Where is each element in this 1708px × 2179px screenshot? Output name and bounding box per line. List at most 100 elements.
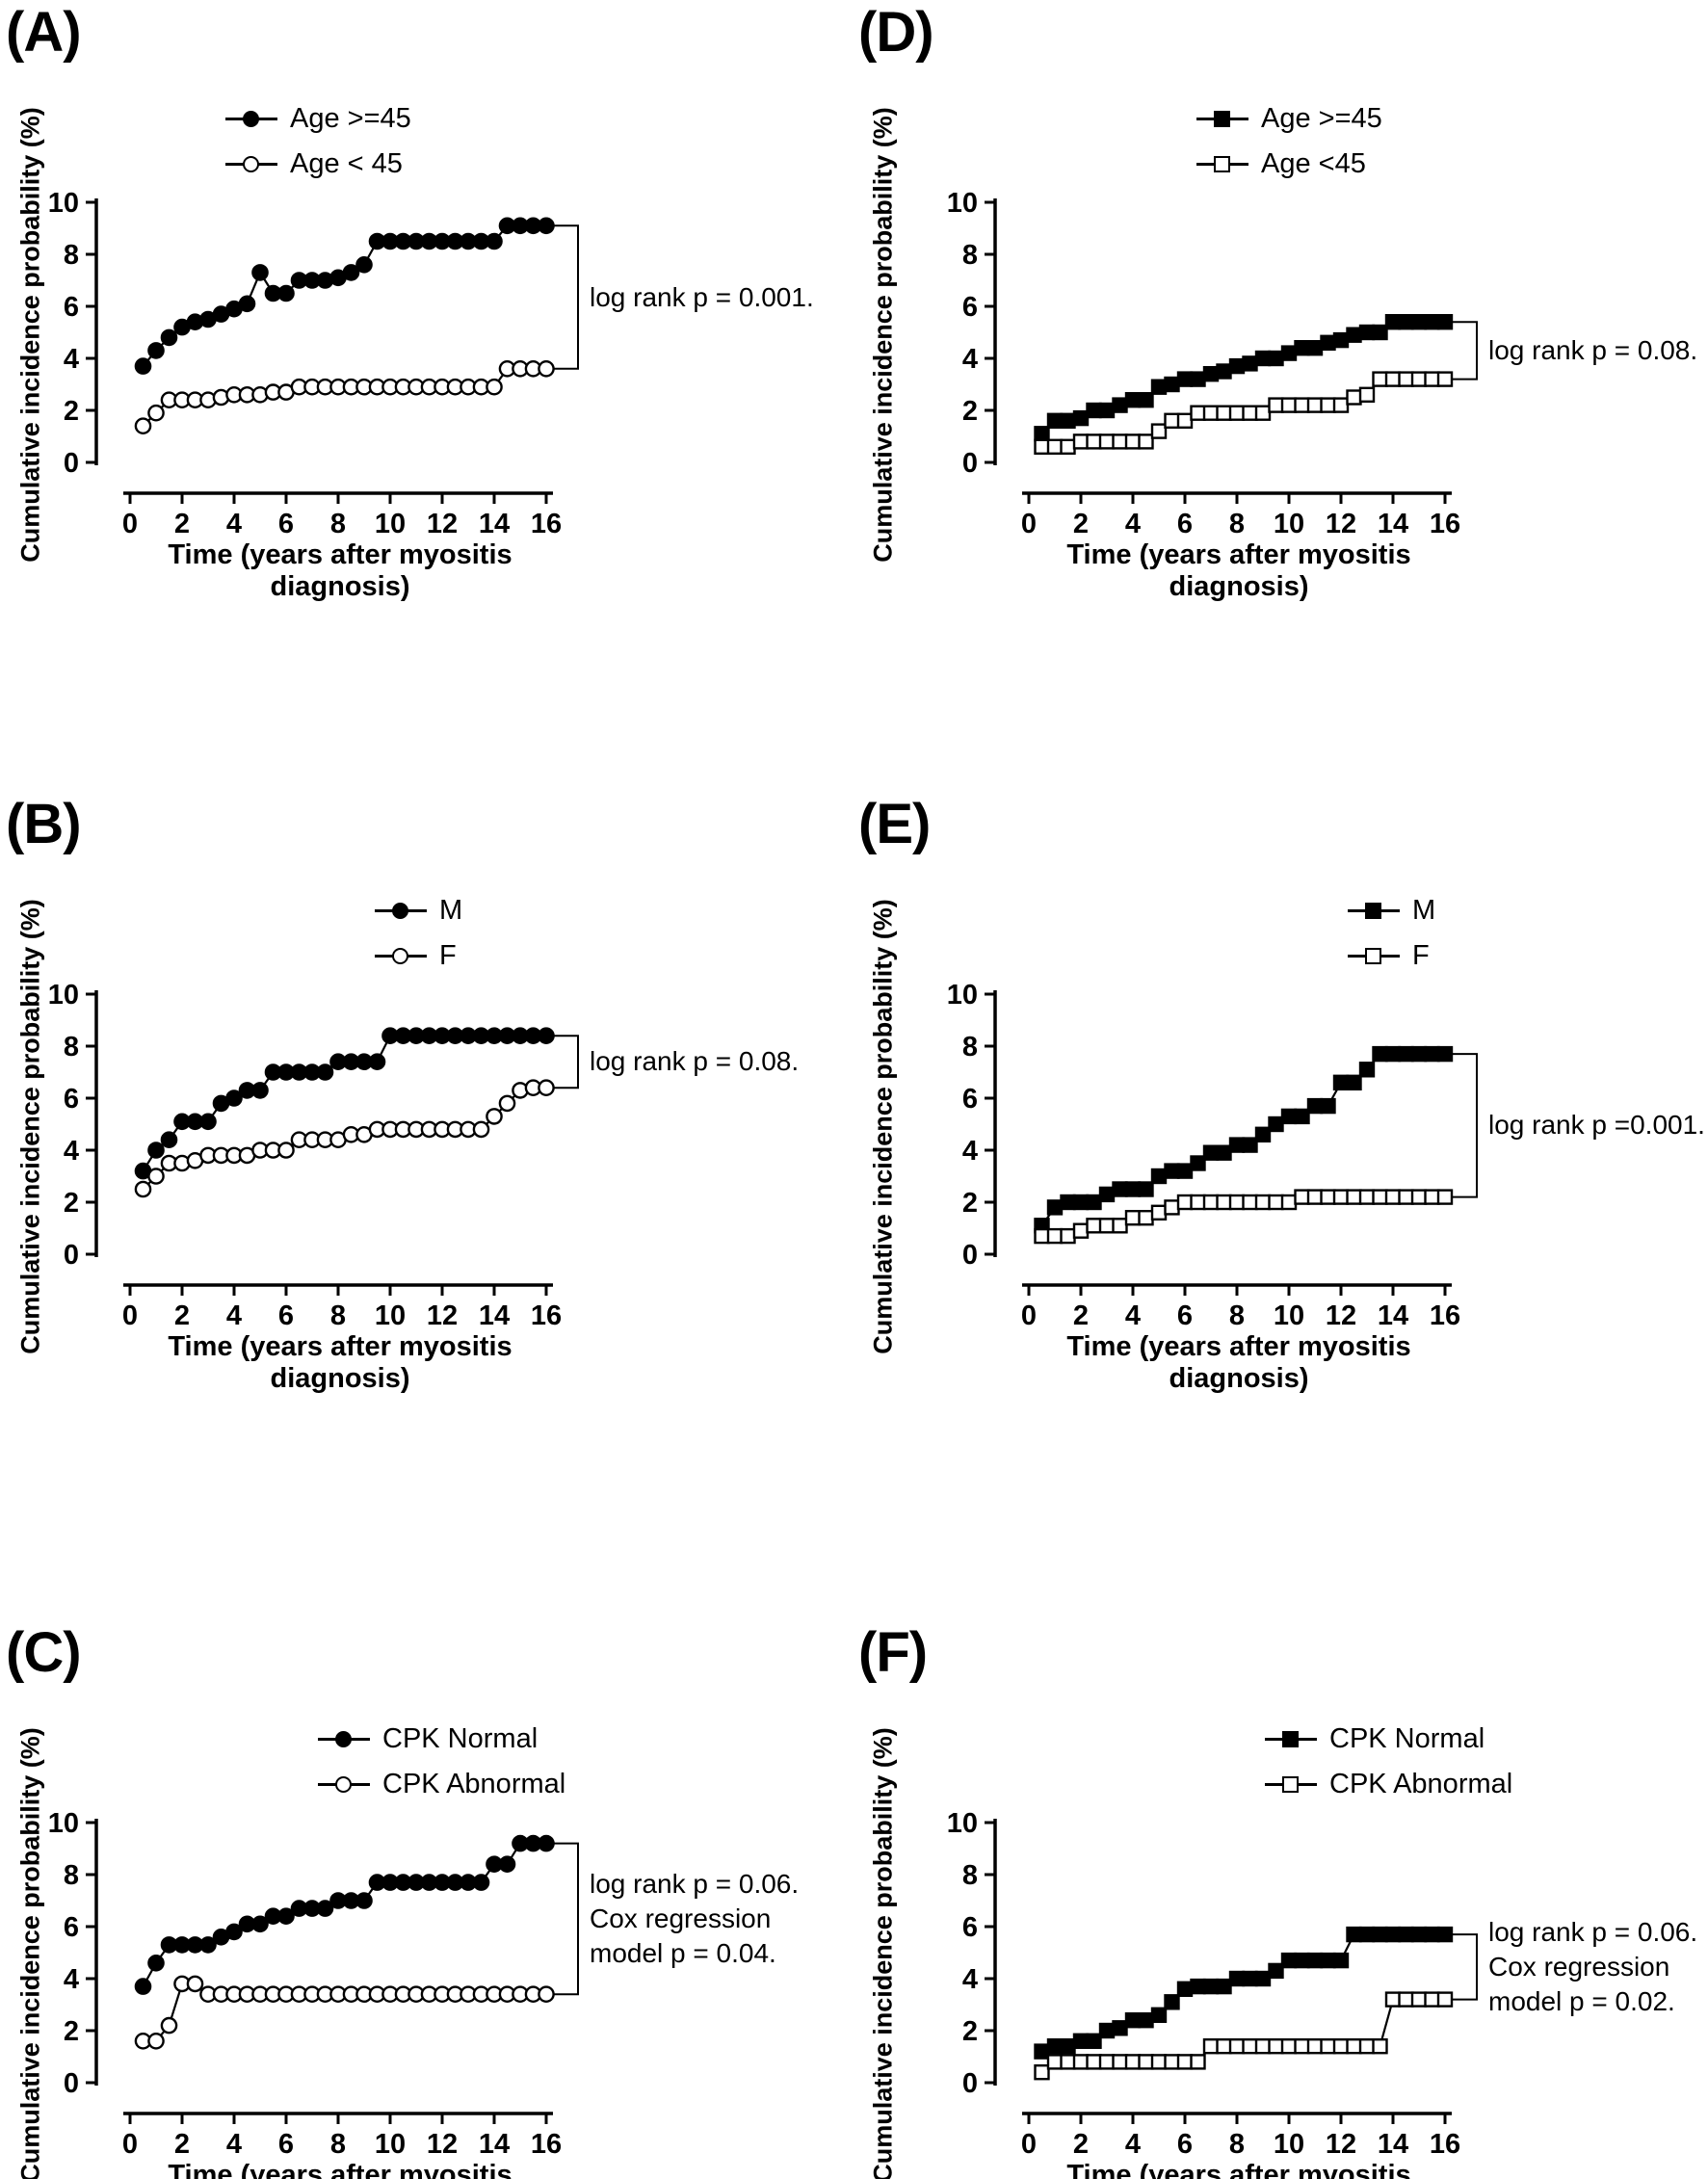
plot-svg: 0 2 4 6 8 10 0 2 4 6 8 10 12 14 16 [947, 1808, 1478, 2160]
data-point [147, 342, 165, 359]
data-point [1294, 1108, 1310, 1125]
p-value-annotation: log rank p = 0.08. [1488, 333, 1697, 368]
x-axis-title: Time (years after myositis diagnosis) [1066, 539, 1411, 602]
data-point [1332, 1074, 1350, 1090]
data-point [1242, 1137, 1258, 1153]
data-point [498, 1094, 516, 1113]
panel-letter: (F) [858, 1621, 928, 1684]
p-value-annotation: log rank p = 0.08. [590, 1044, 799, 1079]
panel-letter: (E) [858, 793, 931, 855]
data-point [1280, 2038, 1298, 2055]
x-tick-label: 12 [1326, 1300, 1356, 1331]
legend: CPK Normal CPK Abnormal [1265, 1717, 1512, 1807]
legend-label: CPK Abnormal [382, 1769, 566, 1799]
y-tick-label: 8 [962, 1032, 978, 1063]
y-tick-label: 6 [64, 1084, 79, 1115]
data-point [1034, 426, 1050, 442]
data-point [147, 1142, 165, 1159]
x-tick-label: 2 [174, 2129, 190, 2160]
data-point [1410, 1926, 1428, 1943]
p-value-annotation: log rank p =0.001. [1488, 1108, 1705, 1142]
x-tick-label: 16 [531, 509, 562, 539]
x-tick-label: 6 [278, 1300, 294, 1331]
data-point [134, 417, 152, 435]
data-point [1190, 1978, 1206, 1995]
y-tick-label: 10 [947, 188, 978, 219]
data-point [1320, 397, 1336, 413]
data-point [1424, 1045, 1440, 1063]
data-point [368, 1053, 386, 1071]
data-point [1228, 357, 1246, 375]
data-point [1164, 2054, 1180, 2070]
data-point [1424, 1189, 1440, 1205]
data-point [134, 357, 152, 375]
data-point [342, 264, 360, 281]
legend-label: Age >=45 [290, 103, 411, 134]
data-point [1332, 397, 1350, 413]
data-point [1138, 1210, 1154, 1226]
y-tick-label: 0 [64, 2068, 79, 2099]
x-axis-title: Time (years after myositis diagnosis) [1066, 2160, 1411, 2179]
data-point [1098, 1218, 1116, 1234]
panel-letter: (D) [858, 1, 934, 64]
legend-item: CPK Abnormal [318, 1762, 565, 1807]
y-tick-label: 6 [962, 1912, 978, 1943]
data-point [486, 232, 503, 250]
comparison-bracket [554, 1842, 579, 1996]
y-tick-label: 10 [48, 1808, 79, 1839]
data-point [1046, 1227, 1064, 1245]
data-point [1072, 2054, 1090, 2070]
data-point [160, 328, 178, 347]
data-point [1060, 2038, 1076, 2055]
data-point [1124, 433, 1142, 450]
data-point [1358, 386, 1376, 403]
data-point [1424, 314, 1440, 330]
x-tick-label: 14 [479, 1300, 510, 1331]
data-point [1072, 2033, 1090, 2049]
data-point [1124, 2012, 1142, 2029]
open-square-icon [1282, 1776, 1299, 1793]
data-point [199, 1113, 217, 1131]
data-point [1164, 1994, 1180, 2010]
data-point [1254, 1126, 1272, 1142]
y-tick-label: 10 [48, 980, 79, 1011]
y-tick-label: 4 [64, 1964, 79, 1995]
data-point [1138, 1181, 1154, 1197]
data-point [1268, 350, 1284, 367]
data-point [1164, 412, 1180, 429]
data-point [1228, 1137, 1246, 1153]
data-point [1086, 1194, 1102, 1211]
x-tick-label: 16 [531, 2129, 562, 2160]
x-tick-label: 2 [174, 509, 190, 539]
x-tick-label: 8 [1229, 2129, 1245, 2160]
x-tick-label: 4 [1125, 1300, 1141, 1331]
p-value-line: log rank p = 0.06. [1488, 1917, 1698, 1947]
plot-svg: 0 2 4 6 8 10 0 2 4 6 8 10 12 14 16 [947, 188, 1478, 539]
data-point [1358, 324, 1376, 341]
x-tick-label: 12 [427, 1300, 458, 1331]
data-point [1398, 1189, 1414, 1205]
data-point [1138, 2054, 1154, 2070]
data-point [1034, 1227, 1050, 1245]
x-tick-label: 4 [226, 509, 242, 539]
legend-item: M [375, 888, 462, 933]
data-point [1046, 412, 1064, 429]
y-tick-label: 2 [962, 2016, 978, 2047]
chart-area: 0 2 4 6 8 10 0 2 4 6 8 10 12 14 16 Age >=45 Age < 45 l… [0, 0, 853, 732]
data-point [498, 1855, 516, 1873]
data-point [1164, 1199, 1180, 1216]
x-tick-label: 0 [1021, 509, 1037, 539]
data-point [1242, 355, 1258, 372]
x-tick-label: 6 [278, 2129, 294, 2160]
legend-marker [318, 1729, 370, 1749]
data-point [538, 1027, 555, 1044]
y-axis-title: Cumulative incidence probability (%) [868, 107, 898, 563]
data-point [316, 1900, 334, 1917]
data-point [251, 264, 269, 281]
data-point [1436, 1189, 1454, 1205]
data-point [1358, 1926, 1376, 1943]
data-point [1320, 1097, 1336, 1115]
data-point [1254, 1194, 1272, 1211]
filled-square-icon [1214, 111, 1230, 127]
data-point [1346, 1189, 1362, 1205]
